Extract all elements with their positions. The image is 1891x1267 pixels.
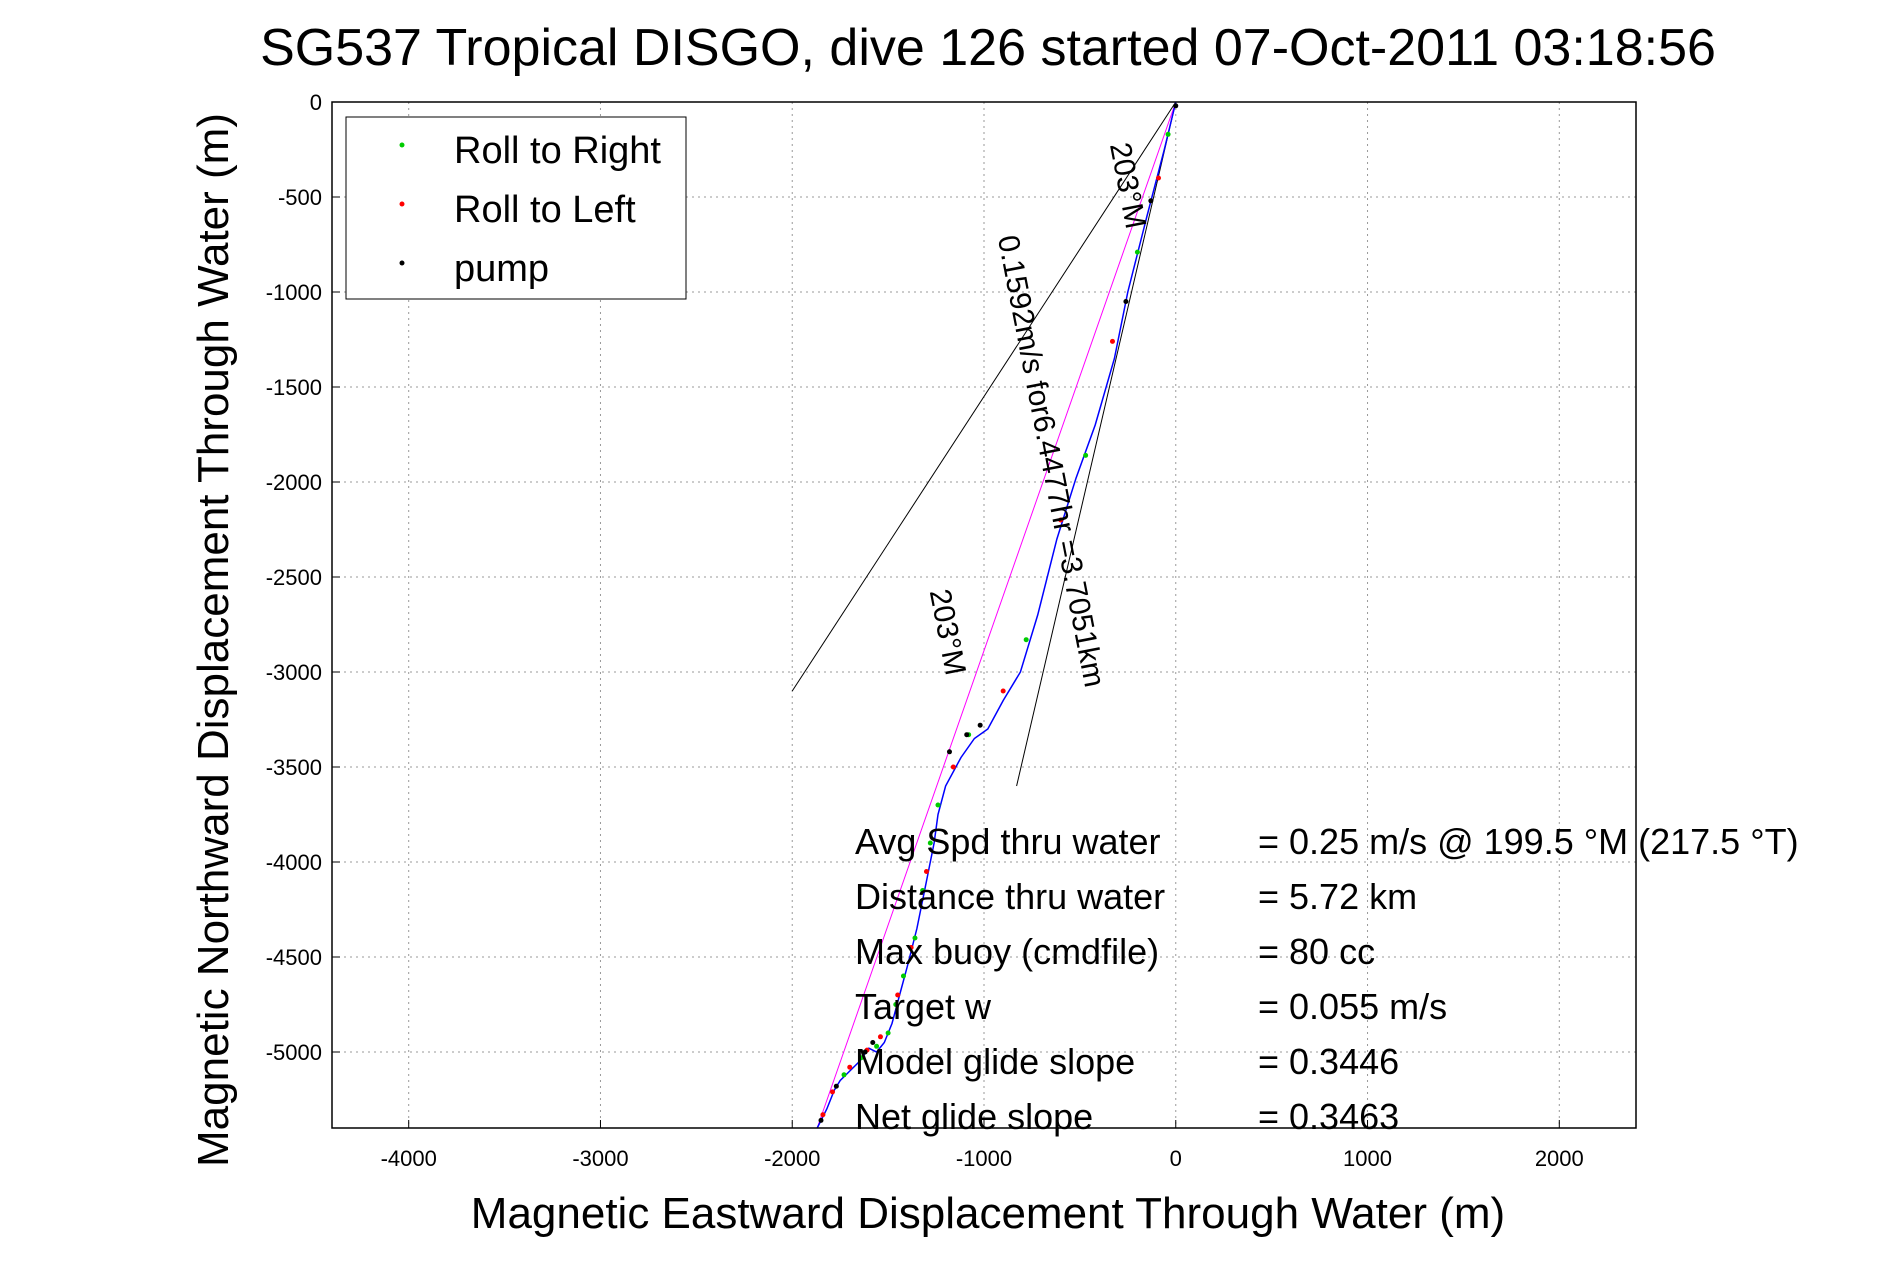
heading-annotation: 0.1592m/s for6.4477hr =3.7051km (991, 233, 1111, 690)
chart-title: SG537 Tropical DISGO, dive 126 started 0… (260, 19, 1716, 77)
y-tick-label: -3000 (266, 660, 322, 685)
y-tick-label: -2000 (266, 470, 322, 495)
roll-left-point (830, 1089, 836, 1095)
y-tick-label: -4500 (266, 945, 322, 970)
pump-point (833, 1083, 839, 1089)
roll-right-point (935, 802, 941, 808)
roll-right-point (912, 935, 918, 941)
pump-point (870, 1040, 876, 1045)
pump-point (862, 1049, 868, 1055)
y-tick-label: -1500 (266, 375, 322, 400)
track-line (816, 101, 1177, 1129)
pump-point (1148, 198, 1154, 204)
stat-label: Target w (855, 986, 992, 1027)
y-tick-label: -5000 (266, 1040, 322, 1065)
heading-line (1016, 101, 1177, 787)
roll-right-point (874, 1043, 880, 1049)
pump-point (818, 1117, 824, 1123)
roll-right-point (841, 1072, 847, 1078)
roll-right-point (1083, 452, 1089, 458)
y-tick-label: 0 (310, 90, 322, 115)
legend-marker (399, 260, 405, 266)
roll-left-point (908, 945, 914, 950)
x-tick-label: -4000 (381, 1146, 437, 1171)
stat-value: = 0.055 m/s (1258, 986, 1447, 1027)
roll-right-point (920, 888, 926, 893)
roll-left-point (820, 1112, 826, 1118)
y-tick-label: -1000 (266, 280, 322, 305)
roll-left-point (923, 869, 929, 874)
roll-left-point (895, 992, 901, 998)
y-tick-label: -4000 (266, 850, 322, 875)
roll-left-point (1109, 338, 1115, 344)
roll-left-point (1058, 517, 1064, 523)
heading-line (791, 101, 1177, 692)
legend-label: Roll to Left (454, 189, 636, 231)
roll-left-point (877, 1034, 883, 1040)
roll-left-point (950, 764, 956, 770)
legend-label: Roll to Right (454, 130, 661, 172)
y-tick-label: -2500 (266, 565, 322, 590)
pump-point (964, 732, 970, 738)
heading-annotation: 203°M (1103, 140, 1152, 232)
pump-point (946, 749, 952, 755)
roll-right-point (927, 840, 933, 846)
y-axis-label: Magnetic Northward Displacement Through … (189, 113, 238, 1167)
roll-right-point (1165, 131, 1171, 137)
roll-left-point (847, 1064, 853, 1070)
stat-value: = 0.25 m/s @ 199.5 °M (217.5 °T) (1258, 821, 1799, 862)
stat-value: = 0.3446 (1258, 1041, 1399, 1082)
glider-track (816, 101, 1177, 1129)
legend-marker (399, 201, 405, 207)
x-tick-label: 1000 (1343, 1146, 1392, 1171)
stat-label: Net glide slope (855, 1096, 1093, 1137)
legend-label: pump (454, 248, 549, 290)
x-tick-label: -3000 (572, 1146, 628, 1171)
stat-label: Avg Spd thru water (855, 821, 1161, 862)
course-line (816, 101, 1177, 1129)
plot-frame (331, 101, 1637, 1129)
roll-right-point (893, 1002, 899, 1007)
x-tick-label: -2000 (764, 1146, 820, 1171)
stat-label: Distance thru water (855, 876, 1165, 917)
stat-label: Model glide slope (855, 1041, 1135, 1082)
x-tick-label: 2000 (1535, 1146, 1584, 1171)
intended-course (816, 101, 1177, 1129)
roll-right-point (885, 1030, 891, 1036)
roll-right-point (1134, 249, 1140, 255)
annotation-lines (791, 101, 1177, 787)
dive-statistics: Avg Spd thru water = 0.25 m/s @ 199.5 °M … (855, 821, 1799, 1137)
roll-right-point (900, 973, 906, 979)
roll-left-point (1156, 175, 1162, 181)
stat-value: = 0.3463 (1258, 1096, 1399, 1137)
x-tick-label: -1000 (956, 1146, 1012, 1171)
heading-annotation: 203°M (923, 586, 972, 678)
roll-right-point (858, 1055, 864, 1061)
grid-lines (332, 101, 1636, 1128)
roll-right-point (1023, 637, 1029, 643)
y-tick-label: -500 (278, 185, 322, 210)
axis-ticks: -4000 -3000 -2000 -1000 0 1000 2000 0 -500 -1000 -… (266, 90, 1584, 1171)
stat-value: = 80 cc (1258, 931, 1375, 972)
roll-pump-markers (818, 103, 1179, 1123)
legend-marker (399, 142, 405, 148)
roll-left-point (1000, 688, 1006, 694)
y-tick-label: -3500 (266, 755, 322, 780)
stat-value: = 5.72 km (1258, 876, 1417, 917)
x-axis-label: Magnetic Eastward Displacement Through W… (471, 1189, 1505, 1238)
pump-point (1123, 299, 1129, 304)
stat-label: Max buoy (cmdfile) (855, 931, 1159, 972)
x-tick-label: 0 (1170, 1146, 1182, 1171)
legend: Roll to Right Roll to Left pump (345, 116, 687, 300)
heading-annotations: 203°M0.1592m/s for6.4477hr =3.7051km203°… (923, 140, 1152, 690)
pump-point (1173, 103, 1179, 109)
pump-point (977, 722, 983, 728)
